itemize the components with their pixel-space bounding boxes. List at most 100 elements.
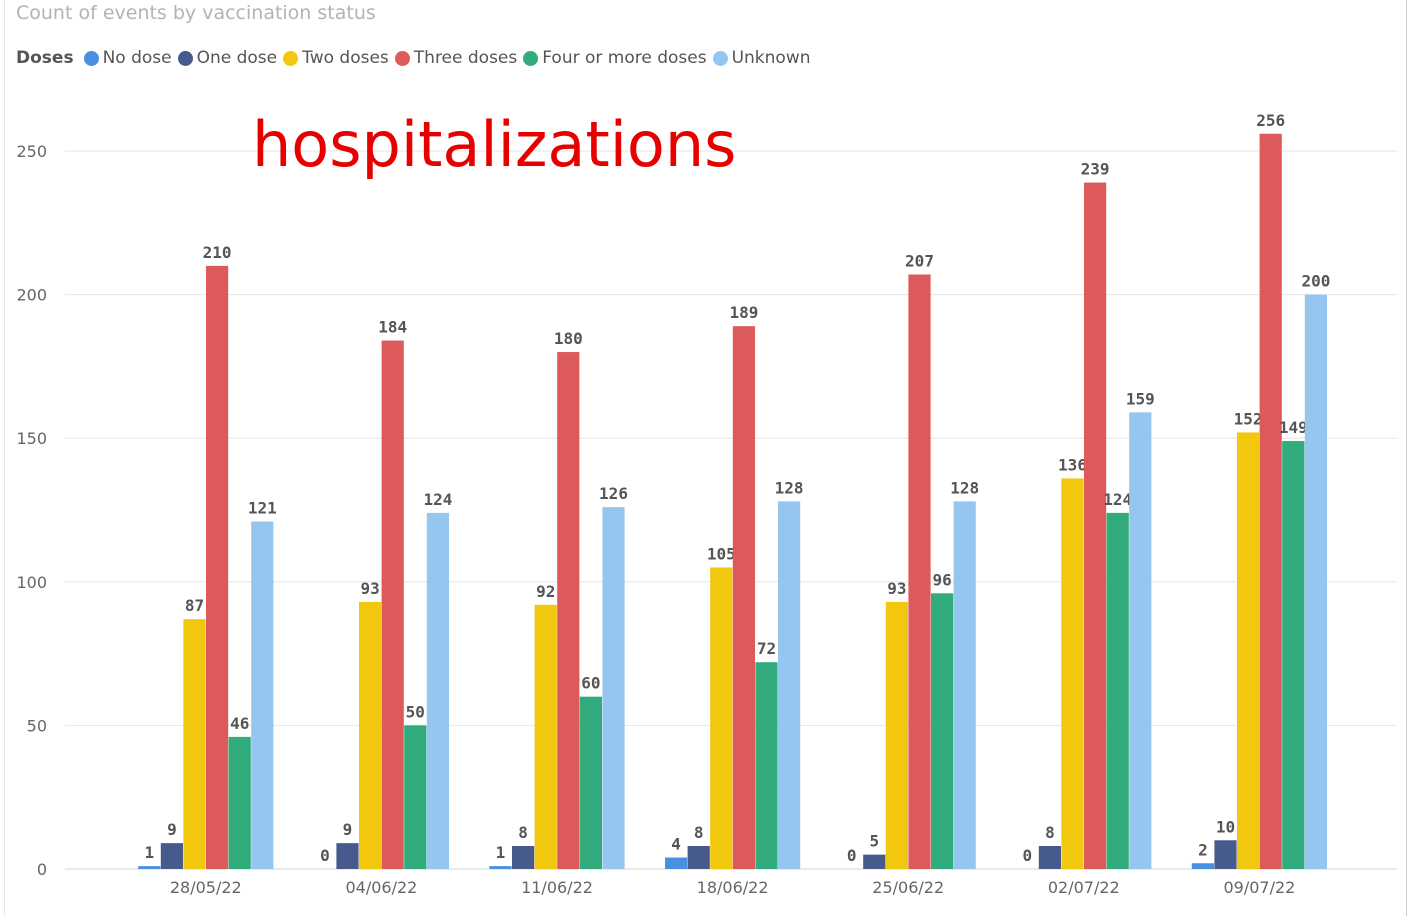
- x-tick-label: 02/07/22: [1048, 878, 1120, 897]
- bar: [534, 604, 557, 869]
- y-tick-label: 200: [16, 286, 47, 305]
- data-label: 5: [869, 832, 879, 851]
- legend-label: Two doses: [302, 48, 389, 68]
- bar: [953, 501, 976, 869]
- bar: [160, 843, 183, 869]
- chart-annotation: hospitalizations: [252, 108, 737, 181]
- data-label: 124: [1103, 490, 1132, 509]
- legend-swatch: [712, 50, 728, 66]
- data-label: 136: [1058, 455, 1087, 474]
- data-label: 2: [1198, 840, 1208, 859]
- data-label: 126: [599, 484, 628, 503]
- bar: [687, 846, 710, 869]
- legend-item[interactable]: Four or more doses: [523, 48, 707, 68]
- bar: [732, 326, 755, 869]
- data-label: 0: [847, 846, 857, 865]
- bar: [863, 854, 886, 869]
- bar: [426, 512, 449, 869]
- bar: [1038, 846, 1061, 869]
- data-label: 50: [406, 702, 425, 721]
- bar: [885, 601, 908, 869]
- bar: [931, 593, 954, 869]
- legend-label: Four or more doses: [542, 48, 707, 68]
- data-label: 8: [694, 823, 704, 842]
- y-tick-label: 100: [16, 573, 47, 592]
- bar: [206, 265, 229, 869]
- data-label: 105: [707, 544, 736, 563]
- data-label: 128: [950, 478, 979, 497]
- bar: [1129, 412, 1152, 869]
- data-label: 210: [203, 243, 232, 262]
- y-tick-label: 50: [27, 716, 47, 735]
- y-tick-label: 150: [16, 429, 47, 448]
- legend-label: Three doses: [413, 48, 518, 68]
- bar: [908, 274, 931, 870]
- legend-item[interactable]: One dose: [177, 48, 277, 68]
- data-label: 10: [1216, 817, 1235, 836]
- legend-swatch: [394, 50, 410, 66]
- bar: [755, 662, 778, 869]
- data-label: 128: [775, 478, 804, 497]
- data-label: 4: [671, 835, 681, 854]
- x-tick-label: 28/05/22: [170, 878, 242, 897]
- legend-item[interactable]: Three doses: [394, 48, 518, 68]
- data-label: 0: [1022, 846, 1032, 865]
- data-label: 9: [167, 820, 177, 839]
- chart-title: Count of events by vaccination status: [16, 2, 376, 24]
- data-label: 149: [1279, 418, 1308, 437]
- bar: [251, 521, 274, 869]
- data-label: 207: [905, 251, 934, 270]
- bar: [381, 340, 404, 869]
- bar: [1106, 512, 1129, 869]
- data-label: 46: [230, 714, 249, 733]
- data-label: 256: [1256, 111, 1285, 130]
- bar: [602, 507, 625, 869]
- bar: [228, 736, 251, 869]
- bar: [557, 352, 580, 869]
- bar: [579, 696, 602, 869]
- data-label: 93: [887, 579, 906, 598]
- bar: [665, 857, 688, 869]
- bar: [1214, 840, 1237, 869]
- data-label: 9: [343, 820, 353, 839]
- bar: [1191, 863, 1214, 869]
- legend-swatch: [177, 50, 193, 66]
- bar: [183, 619, 206, 869]
- data-label: 60: [581, 674, 600, 693]
- bar: [489, 866, 512, 869]
- legend-item[interactable]: Two doses: [283, 48, 389, 68]
- bar: [138, 866, 161, 869]
- legend-title: Doses: [16, 48, 74, 68]
- data-label: 96: [932, 570, 951, 589]
- data-label: 121: [248, 498, 277, 517]
- bar: [710, 567, 733, 869]
- legend: Doses No dose One dose Two doses Three dose…: [16, 48, 817, 68]
- bar: [1259, 133, 1282, 869]
- data-label: 159: [1126, 389, 1155, 408]
- bar: [336, 843, 359, 869]
- x-tick-label: 25/06/22: [872, 878, 944, 897]
- legend-swatch: [283, 50, 299, 66]
- x-tick-label: 09/07/22: [1223, 878, 1295, 897]
- bar: [1282, 441, 1305, 869]
- legend-item[interactable]: Unknown: [712, 48, 811, 68]
- legend-swatch: [83, 50, 99, 66]
- x-tick-label: 11/06/22: [521, 878, 593, 897]
- data-label: 189: [729, 303, 758, 322]
- data-label: 124: [423, 490, 452, 509]
- legend-swatch: [523, 50, 539, 66]
- data-label: 72: [757, 639, 776, 658]
- bar: [1304, 294, 1327, 870]
- data-label: 1: [496, 843, 506, 862]
- data-label: 8: [518, 823, 528, 842]
- data-label: 1: [144, 843, 154, 862]
- bar: [512, 846, 535, 869]
- data-label: 8: [1045, 823, 1055, 842]
- data-label: 0: [320, 846, 330, 865]
- bar: [359, 601, 382, 869]
- x-tick-label: 04/06/22: [345, 878, 417, 897]
- data-label: 87: [185, 596, 204, 615]
- legend-item[interactable]: No dose: [83, 48, 172, 68]
- data-label: 184: [378, 318, 407, 337]
